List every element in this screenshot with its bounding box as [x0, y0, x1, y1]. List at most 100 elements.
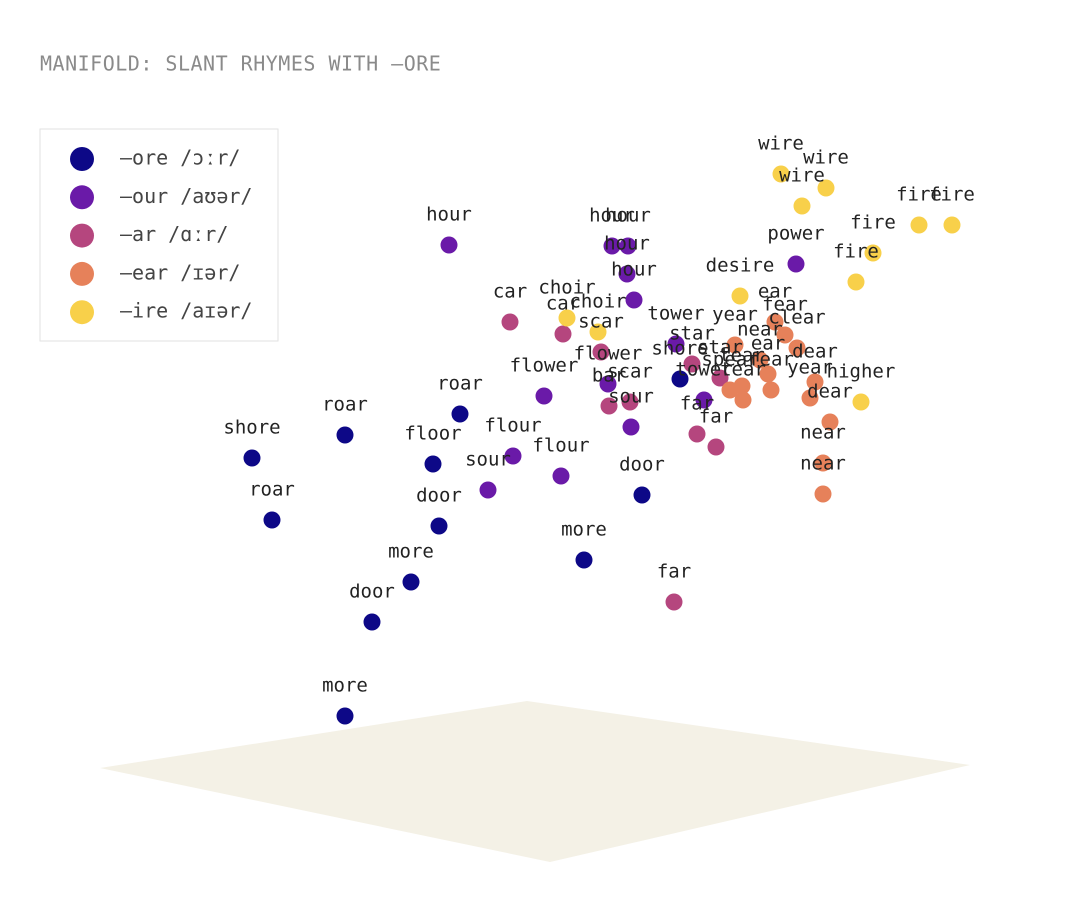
point-label: hour — [604, 233, 650, 255]
point — [554, 325, 572, 343]
point-label: fire — [850, 212, 896, 234]
point-label: ear — [758, 281, 792, 303]
point — [633, 486, 651, 504]
point-label: car — [546, 293, 580, 315]
point — [806, 373, 824, 391]
point-label: near — [800, 422, 846, 444]
point-label: wire — [779, 165, 825, 187]
point — [726, 336, 744, 354]
point-label: shore — [223, 417, 280, 439]
point — [619, 237, 637, 255]
legend-marker — [70, 223, 94, 248]
point — [734, 391, 752, 409]
point — [707, 438, 725, 456]
point — [733, 377, 751, 395]
point-label: fire — [929, 184, 975, 206]
points — [243, 165, 961, 725]
point — [621, 393, 639, 411]
legend-marker — [70, 147, 94, 171]
point-label: sour — [465, 449, 511, 471]
point — [535, 387, 553, 405]
legend-marker — [70, 300, 94, 325]
point-label: hour — [605, 205, 651, 227]
point — [759, 365, 777, 383]
point — [943, 216, 961, 234]
point — [440, 236, 458, 254]
point-label: roar — [249, 479, 295, 501]
point-label: hour — [426, 204, 472, 226]
point — [814, 485, 832, 503]
point — [599, 375, 617, 393]
point-label: wire — [758, 133, 804, 155]
point-label: higher — [827, 361, 896, 383]
point-label: far — [699, 406, 733, 428]
point-label: tear — [720, 359, 766, 381]
point-label: scar — [578, 311, 624, 333]
legend-marker — [70, 185, 94, 210]
point — [814, 454, 832, 472]
point-label: far — [657, 561, 691, 583]
labels: shore roar roar floor roar door more door more do… — [223, 133, 974, 697]
point — [817, 179, 835, 197]
point — [711, 369, 729, 387]
point-label: floor — [404, 423, 461, 445]
point — [243, 449, 261, 467]
point — [787, 255, 805, 273]
point-label: choir — [538, 277, 595, 299]
point-label: flower — [574, 343, 643, 365]
point-label: desire — [706, 255, 775, 277]
point — [665, 593, 683, 611]
point — [589, 323, 607, 341]
point-label: roar — [437, 373, 483, 395]
point — [479, 481, 497, 499]
point-label: roar — [322, 394, 368, 416]
point — [688, 425, 706, 443]
point-label: fire — [833, 241, 879, 263]
point-label: ear — [751, 333, 785, 355]
point — [910, 216, 928, 234]
legend-label: –ore /ɔːr/ — [120, 146, 240, 170]
legend: –ore /ɔːr/ –our /aʊər/ –ar /ɑːr/ –ear /ɪər/… — [70, 146, 252, 325]
point — [402, 573, 420, 591]
point — [801, 389, 819, 407]
point-label: fear — [748, 349, 794, 371]
point — [501, 313, 519, 331]
point-label: shore — [651, 338, 708, 360]
point — [600, 397, 618, 415]
point-label: dear — [792, 341, 838, 363]
point — [683, 355, 701, 373]
point-label: tear — [719, 345, 765, 367]
point-label: more — [388, 541, 434, 563]
point — [847, 273, 865, 291]
point-label: far — [680, 393, 714, 415]
point — [766, 313, 784, 331]
point-label: near — [737, 319, 783, 341]
point-label: more — [561, 519, 607, 541]
point — [667, 335, 685, 353]
point-label: star — [697, 337, 743, 359]
point-label: wire — [803, 147, 849, 169]
point — [772, 165, 790, 183]
legend-label: –ire /aɪər/ — [120, 299, 252, 323]
point — [695, 391, 713, 409]
point-label: tower — [675, 359, 732, 381]
point — [592, 343, 610, 361]
point-label: year — [787, 357, 833, 379]
point-label: dear — [807, 381, 853, 403]
point — [776, 326, 794, 344]
point-label: tower — [647, 303, 704, 325]
point — [575, 551, 593, 569]
legend-label: –our /aʊər/ — [120, 184, 252, 208]
point-label: door — [416, 485, 462, 507]
point-label: bar — [592, 365, 626, 387]
point — [430, 517, 448, 535]
point-label: fear — [762, 294, 808, 316]
point-label: near — [800, 453, 846, 475]
point — [762, 381, 780, 399]
point — [336, 707, 354, 725]
legend-label: –ear /ɪər/ — [120, 260, 240, 284]
point — [336, 426, 354, 444]
point — [552, 467, 570, 485]
